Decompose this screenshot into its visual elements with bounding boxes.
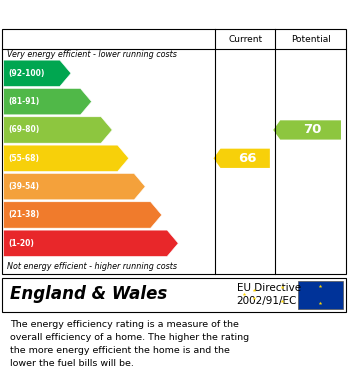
Text: Current: Current [228, 35, 262, 44]
Text: B: B [93, 95, 103, 108]
Polygon shape [3, 117, 112, 143]
Text: C: C [114, 124, 123, 136]
Text: Very energy efficient - lower running costs: Very energy efficient - lower running co… [7, 50, 177, 59]
Text: Potential: Potential [291, 35, 331, 44]
Polygon shape [214, 149, 270, 168]
Text: Energy Efficiency Rating: Energy Efficiency Rating [10, 7, 213, 22]
Polygon shape [3, 145, 129, 172]
Text: A: A [73, 67, 82, 80]
Text: The energy efficiency rating is a measure of the
overall efficiency of a home. T: The energy efficiency rating is a measur… [10, 320, 250, 368]
Text: EU Directive
2002/91/EC: EU Directive 2002/91/EC [237, 283, 301, 306]
Polygon shape [3, 230, 178, 256]
Text: (81-91): (81-91) [9, 97, 40, 106]
FancyBboxPatch shape [298, 281, 343, 309]
Text: (21-38): (21-38) [9, 210, 40, 219]
Text: England & Wales: England & Wales [10, 285, 168, 303]
Text: 70: 70 [303, 124, 322, 136]
Polygon shape [3, 88, 92, 115]
Text: (1-20): (1-20) [9, 239, 34, 248]
Text: D: D [130, 152, 141, 165]
Text: (69-80): (69-80) [9, 126, 40, 135]
Text: E: E [147, 180, 156, 193]
Text: Not energy efficient - higher running costs: Not energy efficient - higher running co… [7, 262, 177, 271]
Text: (55-68): (55-68) [9, 154, 40, 163]
Polygon shape [3, 60, 71, 86]
Polygon shape [3, 174, 145, 200]
Text: (39-54): (39-54) [9, 182, 40, 191]
Polygon shape [3, 202, 162, 228]
Polygon shape [273, 120, 341, 140]
Text: 66: 66 [238, 152, 256, 165]
Text: G: G [180, 237, 190, 250]
Text: (92-100): (92-100) [9, 69, 45, 78]
Text: F: F [164, 208, 172, 221]
